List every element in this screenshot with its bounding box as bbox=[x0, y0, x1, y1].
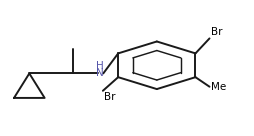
Text: Me: Me bbox=[210, 82, 225, 92]
Text: Br: Br bbox=[210, 27, 221, 37]
Text: N: N bbox=[95, 68, 103, 78]
Text: H: H bbox=[95, 61, 103, 71]
Text: Br: Br bbox=[104, 92, 115, 102]
